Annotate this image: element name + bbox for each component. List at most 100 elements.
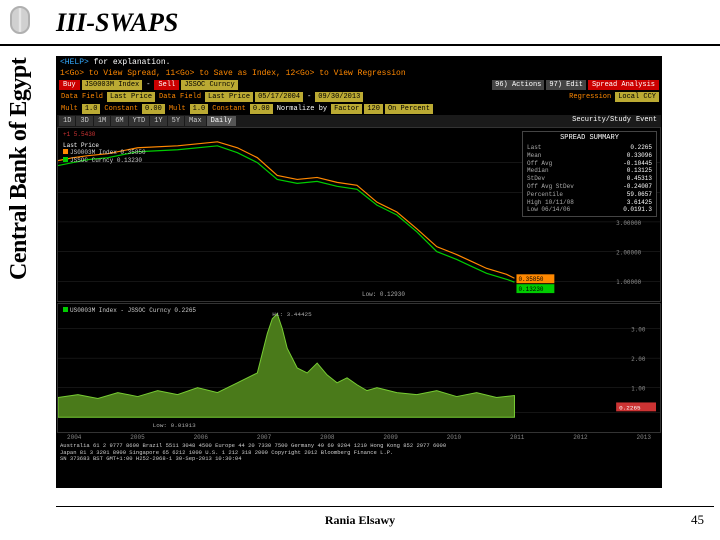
legend-item-2: JSSOC Curncy 0.13230 — [63, 157, 146, 164]
author-name: Rania Elsawy — [0, 513, 720, 528]
time-tab-max[interactable]: Max — [185, 116, 206, 126]
last-price-field[interactable]: Last Price — [107, 92, 155, 102]
year-label: 2006 — [194, 434, 208, 441]
toolbar-row-3: Mult 1.0 Constant 0.00 Mult 1.0 Constant… — [57, 103, 661, 115]
summary-row: Off Avg StDev-0.24007 — [527, 183, 652, 191]
bloomberg-terminal: <HELP> for explanation. 1<Go> to View Sp… — [56, 56, 662, 488]
factor-field[interactable]: Factor — [331, 104, 362, 114]
time-tab-3d[interactable]: 3D — [76, 116, 92, 126]
time-tab-ytd[interactable]: YTD — [129, 116, 150, 126]
page-number: 45 — [691, 512, 704, 528]
svg-text:0.2265: 0.2265 — [619, 404, 641, 411]
help-line: <HELP> for explanation. — [57, 57, 661, 68]
summary-row: Off Avg-0.10445 — [527, 160, 652, 168]
spread-summary-box: SPREAD SUMMARY Last0.2265Mean0.33096Off … — [522, 131, 657, 217]
mult1-field[interactable]: 1.0 — [82, 104, 101, 114]
factor-num[interactable]: 120 — [364, 104, 383, 114]
summary-row: Median0.13125 — [527, 167, 652, 175]
title-underline — [0, 44, 720, 46]
normalize-label: Normalize by — [275, 105, 329, 113]
buy-button[interactable]: Buy — [59, 80, 80, 90]
legend-item-1: JS0003M Index 0.35850 — [63, 149, 146, 156]
summary-row: StDev0.45313 — [527, 175, 652, 183]
analysis-label: Spread Analysis — [588, 80, 659, 90]
actions-menu[interactable]: 96) Actions — [492, 80, 544, 90]
data-field-label-2: Data Field — [157, 93, 203, 101]
last-price-header: Last Price — [63, 142, 146, 149]
toolbar-row-2: Data Field Last Price Data Field Last Pr… — [57, 91, 661, 103]
last-price-field-2[interactable]: Last Price — [205, 92, 253, 102]
svg-text:1.00: 1.00 — [631, 386, 646, 393]
footer-line-3: SN 373683 BST GMT+1:00 H252-2068-1 30-Se… — [60, 456, 658, 463]
legend-date: +1 5.5430 — [63, 131, 146, 138]
svg-text:0.35850: 0.35850 — [518, 276, 543, 283]
year-label: 2008 — [320, 434, 334, 441]
summary-row: Low 06/14/060.0191.3 — [527, 206, 652, 214]
slide-footer: Rania Elsawy — [0, 506, 720, 528]
sell-button[interactable]: Sell — [154, 80, 179, 90]
time-tab-1y[interactable]: 1Y — [150, 116, 166, 126]
year-label: 2007 — [257, 434, 271, 441]
year-label: 2013 — [637, 434, 651, 441]
summary-row: Mean0.33096 — [527, 152, 652, 160]
svg-text:Hi: 3.44425: Hi: 3.44425 — [272, 311, 312, 318]
year-label: 2009 — [383, 434, 397, 441]
summary-row: Last0.2265 — [527, 144, 652, 152]
instruction-line: 1<Go> to View Spread, 11<Go> to Save as … — [57, 68, 661, 79]
const1-label: Constant — [102, 105, 140, 113]
year-label: 2005 — [130, 434, 144, 441]
lower-legend: US0003M Index - JSSOC Curncy 0.2265 — [63, 307, 196, 314]
summary-row: Percentile59.0657 — [527, 191, 652, 199]
const1-field[interactable]: 0.00 — [142, 104, 165, 114]
security-study-btn[interactable]: Security/Study — [570, 116, 633, 126]
svg-text:0.13230: 0.13230 — [518, 286, 543, 293]
vertical-org-label: Central Bank of Egypt — [6, 58, 33, 280]
help-key: <HELP> — [60, 58, 89, 67]
const2-field[interactable]: 0.00 — [250, 104, 273, 114]
data-field-label: Data Field — [59, 93, 105, 101]
svg-text:Low: 0.01913: Low: 0.01913 — [153, 422, 196, 429]
ccy-field[interactable]: Local CCY — [615, 92, 659, 102]
year-label: 2011 — [510, 434, 524, 441]
summary-row: High 10/11/083.61425 — [527, 199, 652, 207]
edit-menu[interactable]: 97) Edit — [546, 80, 586, 90]
percent-field[interactable]: On Percent — [385, 104, 433, 114]
time-tab-1m[interactable]: 1M — [94, 116, 110, 126]
mult2-label: Mult — [167, 105, 188, 113]
lower-legend-item: US0003M Index - JSSOC Curncy 0.2265 — [63, 307, 196, 314]
time-tab-6m[interactable]: 6M — [111, 116, 127, 126]
time-tab-daily[interactable]: Daily — [207, 116, 236, 126]
year-label: 2012 — [573, 434, 587, 441]
terminal-footer: Australia 61 2 9777 8600 Brazil 5511 304… — [57, 442, 661, 464]
regression-label: Regression — [567, 93, 613, 101]
mult2-field[interactable]: 1.0 — [190, 104, 209, 114]
upper-price-chart[interactable]: 5.00000 4.00000 3.00000 2.00000 1.00000 … — [57, 127, 661, 302]
const2-label: Constant — [210, 105, 248, 113]
date-from-field[interactable]: 05/17/2004 — [255, 92, 303, 102]
logo — [10, 6, 36, 38]
toolbar-row-1: Buy JS0003M Index - Sell JSSOC Curncy 96… — [57, 79, 661, 91]
lower-spread-chart[interactable]: 3.00 2.00 1.00 0.2265 Hi: 3.44425 Low: 0… — [57, 303, 661, 433]
event-btn[interactable]: Event — [634, 116, 659, 126]
slide-title: III-SWAPS — [56, 8, 178, 38]
svg-text:3.00000: 3.00000 — [616, 220, 642, 227]
time-tab-5y[interactable]: 5Y — [168, 116, 184, 126]
time-tab-1d[interactable]: 1D — [59, 116, 75, 126]
mult1-label: Mult — [59, 105, 80, 113]
year-label: 2010 — [447, 434, 461, 441]
svg-text:3.00: 3.00 — [631, 327, 646, 334]
chart-area: 5.00000 4.00000 3.00000 2.00000 1.00000 … — [57, 127, 661, 442]
svg-text:Low: 0.12930: Low: 0.12930 — [362, 291, 405, 298]
year-label: 2004 — [67, 434, 81, 441]
time-range-tabs: 1D3D1M6MYTD1Y5YMaxDaily Security/Study E… — [57, 115, 661, 127]
upper-legend: +1 5.5430 Last Price JS0003M Index 0.358… — [63, 131, 146, 164]
svg-text:1.00000: 1.00000 — [616, 279, 642, 286]
date-to-field[interactable]: 09/30/2013 — [315, 92, 363, 102]
ticker2-field[interactable]: JSSOC Curncy — [181, 80, 237, 90]
ticker1-field[interactable]: JS0003M Index — [82, 80, 143, 90]
svg-text:2.00: 2.00 — [631, 356, 646, 363]
dash: - — [144, 81, 152, 89]
footer-rule — [56, 506, 714, 507]
x-axis-years: 2004 2005 2006 2007 2008 2009 2010 2011 2012 2013 — [57, 433, 661, 442]
svg-text:2.00000: 2.00000 — [616, 250, 642, 257]
